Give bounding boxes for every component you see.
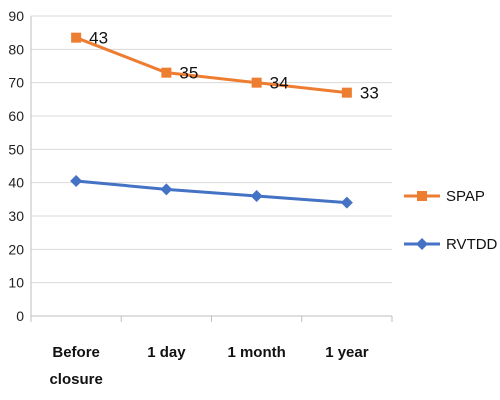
- y-tick-label-10: 10: [8, 275, 24, 291]
- x-tick-label-3: 1 year: [325, 344, 369, 361]
- data-point-rvtdd-0: [70, 175, 83, 187]
- x-axis: Before closure 1 day 1 month 1 year: [30, 315, 393, 388]
- data-label-spap-1: 35: [179, 64, 198, 83]
- legend-label-rvtdd: RVTDD: [446, 236, 498, 253]
- data-point-rvtdd-2: [250, 190, 263, 202]
- legend-marker-spap: [417, 191, 427, 201]
- y-tick-label-70: 70: [8, 75, 24, 91]
- data-label-spap-0: 43: [89, 29, 108, 48]
- legend-label-spap: SPAP: [446, 188, 485, 205]
- x-tick-label-1: 1 day: [147, 344, 186, 361]
- legend: SPAP RVTDD: [404, 188, 498, 253]
- series-line-rvtdd: [75, 179, 347, 205]
- data-point-spap-1: [161, 67, 172, 78]
- y-tick-label-0: 0: [16, 308, 24, 324]
- series-line-spap: [75, 36, 348, 95]
- data-label-spap-2: 34: [270, 74, 289, 93]
- x-tick-label-0: Before closure: [49, 344, 102, 388]
- data-point-rvtdd-1: [160, 183, 173, 196]
- data-label-spap-3: 33: [360, 84, 379, 103]
- x-tick-label-2: 1 month: [227, 344, 285, 361]
- y-tick-label-50: 50: [8, 141, 24, 157]
- y-tick-label-20: 20: [8, 241, 24, 257]
- gridlines: [31, 15, 392, 317]
- data-point-rvtdd-3: [340, 196, 353, 209]
- data-labels: 43 35 34 33: [89, 29, 379, 103]
- series-layer: [70, 32, 353, 209]
- data-point-spap-3: [341, 87, 352, 98]
- data-point-spap-0: [71, 32, 82, 43]
- y-axis: 0 10 20 30 40 50 60 70 80 90: [8, 8, 32, 324]
- y-tick-label-40: 40: [8, 175, 24, 191]
- y-tick-label-60: 60: [8, 108, 24, 124]
- y-tick-label-80: 80: [8, 41, 24, 57]
- y-tick-label-90: 90: [8, 8, 24, 24]
- y-tick-label-30: 30: [8, 208, 24, 224]
- legend-marker-rvtdd: [416, 238, 428, 250]
- data-point-spap-2: [251, 77, 262, 88]
